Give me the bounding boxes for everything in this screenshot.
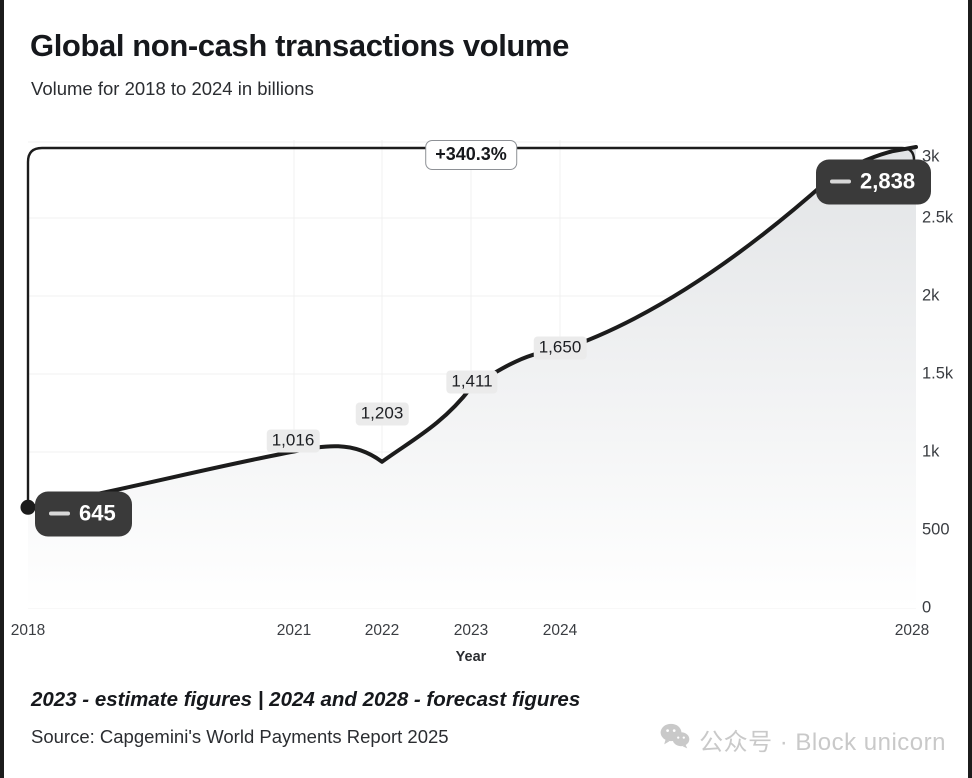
- y-tick-500: 500: [922, 520, 950, 539]
- series-area: [28, 147, 916, 608]
- point-label-1650: 1,650: [533, 336, 587, 360]
- x-tick-2028: 2028: [894, 622, 930, 639]
- y-tick-2k: 2k: [922, 286, 940, 305]
- series-swatch-icon: [830, 179, 851, 184]
- wechat-icon: [660, 723, 690, 756]
- chart-footnote: 2023 - estimate figures | 2024 and 2028 …: [31, 688, 581, 711]
- end-value-badge: 2,838: [816, 159, 932, 205]
- point-label-1411: 1,411: [446, 370, 498, 394]
- watermark: 公众号 · Block unicorn: [660, 722, 946, 757]
- y-tick-0: 0: [922, 598, 932, 617]
- x-tick-2018: 2018: [10, 622, 46, 639]
- y-tick-1k: 1k: [922, 442, 940, 461]
- x-tick-2023: 2023: [453, 622, 489, 639]
- start-value-text: 645: [79, 500, 116, 526]
- watermark-text: 公众号 · Block unicorn: [699, 729, 946, 756]
- series-swatch-icon: [49, 511, 70, 516]
- y-tick-2_5k: 2.5k: [922, 208, 954, 227]
- x-tick-2024: 2024: [542, 622, 578, 639]
- page-title: Global non-cash transactions volume: [30, 28, 569, 63]
- end-value-text: 2,838: [860, 168, 916, 194]
- growth-annotation-badge: +340.3%: [425, 140, 517, 170]
- x-axis-label: Year: [455, 649, 487, 665]
- x-tick-2021: 2021: [276, 622, 312, 639]
- chart-source: Source: Capgemini's World Payments Repor…: [31, 726, 449, 747]
- x-tick-2022: 2022: [364, 622, 400, 639]
- point-label-1203: 1,203: [355, 402, 409, 426]
- chart-subtitle: Volume for 2018 to 2024 in billions: [31, 78, 314, 99]
- point-label-1016: 1,016: [266, 429, 320, 453]
- y-tick-1_5k: 1.5k: [922, 364, 954, 383]
- start-value-badge: 645: [35, 491, 132, 537]
- y-tick-3k: 3k: [922, 147, 940, 166]
- start-point-dot: [20, 499, 36, 515]
